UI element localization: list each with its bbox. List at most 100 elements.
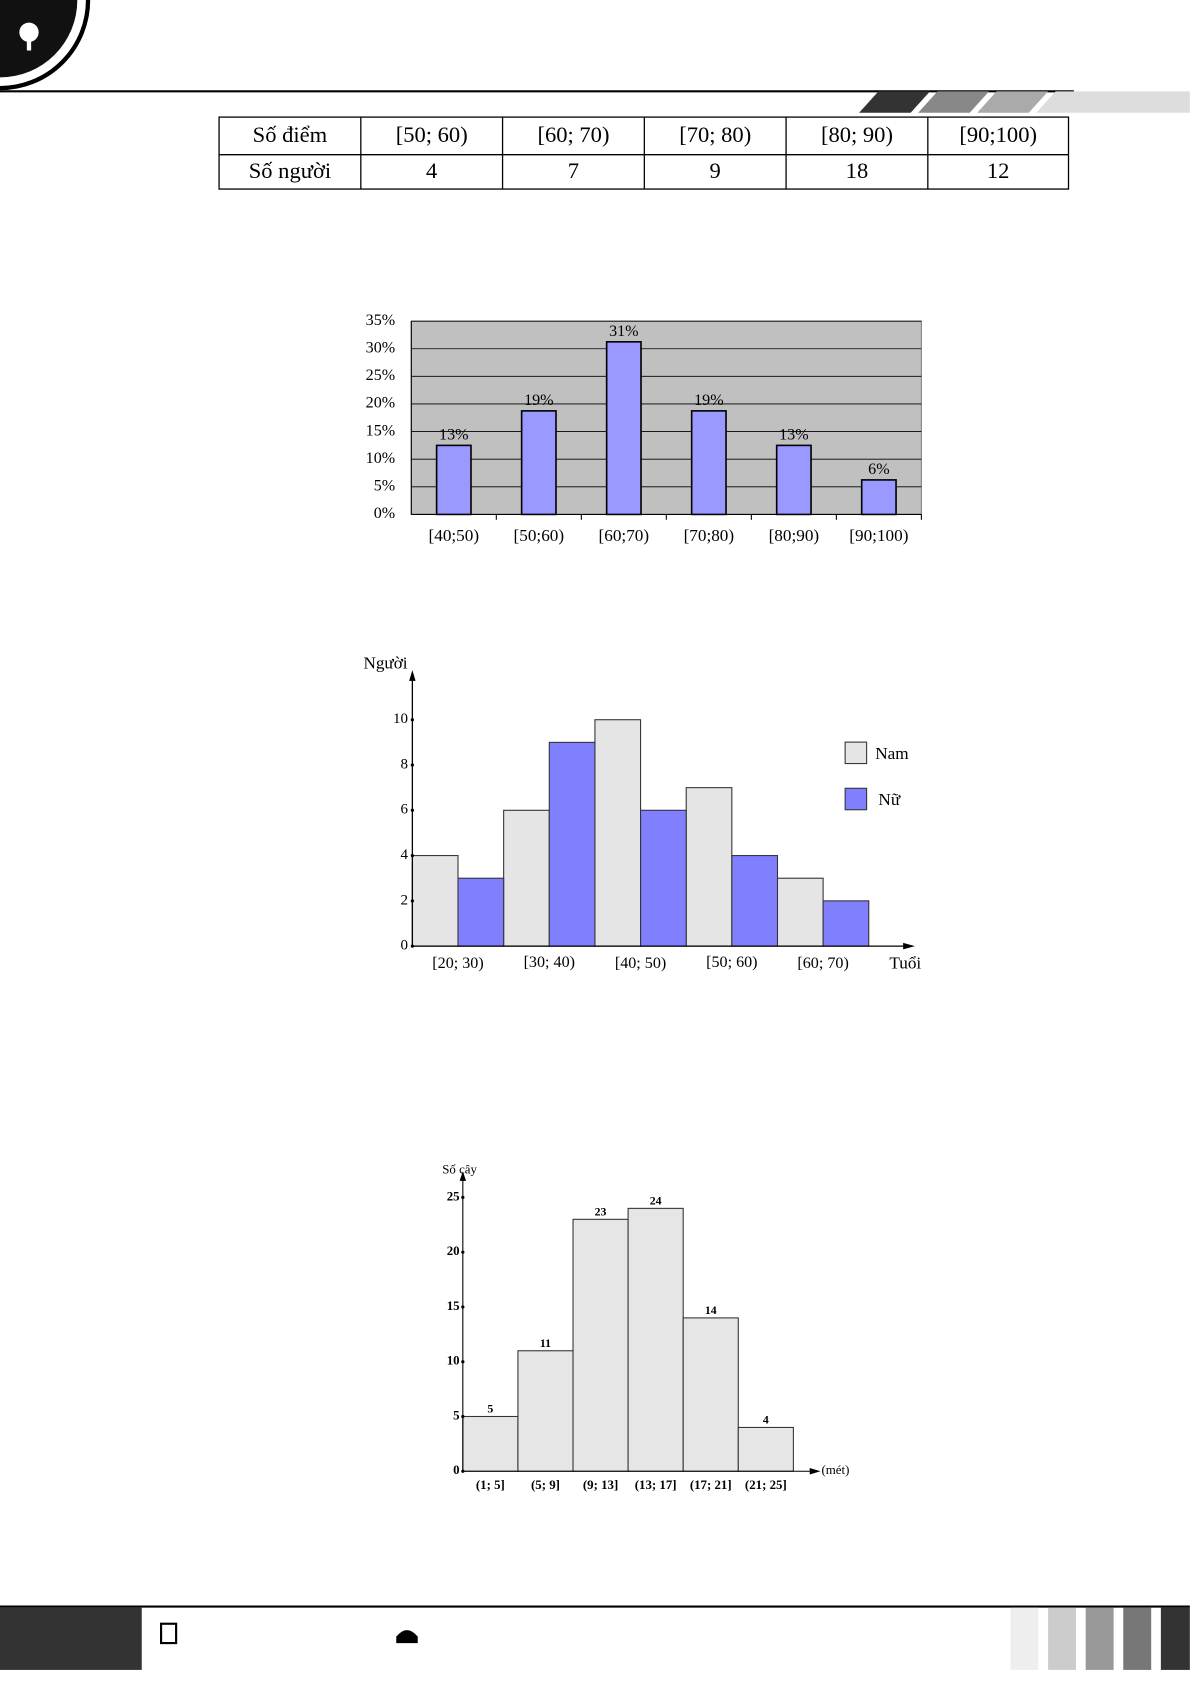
bar: [520, 410, 557, 516]
table-cell: [80; 90): [821, 122, 893, 147]
y-tick: [410, 808, 414, 812]
y-tick: [410, 853, 414, 858]
bar: [503, 809, 550, 947]
header-stripe: [977, 91, 1049, 113]
y-arrow: [409, 670, 416, 681]
bar: [457, 877, 505, 947]
bar: [775, 444, 812, 516]
y-tick-label: 0%: [374, 505, 395, 522]
x-tick-label: [40; 50): [615, 955, 666, 972]
bar: [627, 1207, 684, 1472]
y-tick-label: 0: [453, 1463, 459, 1477]
table-cell: 7: [568, 158, 579, 183]
header-stripe: [918, 91, 990, 113]
value-label: 5: [487, 1402, 493, 1416]
y-tick: [461, 1414, 465, 1419]
legend-label: Nam: [875, 744, 909, 763]
bar: [462, 1415, 519, 1472]
y-tick: [410, 763, 414, 767]
x-axis-label: Tuổi: [889, 953, 921, 972]
bar: [640, 809, 687, 947]
bar: [860, 479, 897, 516]
x-tick-label: (5; 9]: [531, 1478, 560, 1492]
x-tick-label: [60; 70): [797, 955, 848, 972]
bar: [690, 410, 727, 516]
bar: [435, 444, 472, 516]
y-tick: [410, 718, 414, 722]
legend-swatch: [844, 787, 868, 811]
y-axis-label: Số cây: [442, 1163, 477, 1177]
y-tick-label: 10: [393, 711, 408, 727]
value-label: 31%: [609, 323, 639, 340]
logo-tree: [19, 22, 39, 42]
value-label: 13%: [439, 426, 469, 443]
header-stripe: [859, 91, 930, 113]
x-tick-label: (13; 17]: [635, 1478, 677, 1492]
footer-block: [0, 1607, 142, 1670]
value-label: 13%: [779, 426, 809, 443]
bar: [594, 719, 642, 947]
footer-bar: [1010, 1607, 1039, 1670]
value-label: 14: [705, 1303, 717, 1317]
doc-icon: [160, 1622, 178, 1645]
table-cell: 4: [426, 158, 437, 183]
table-cell: 12: [987, 158, 1010, 183]
bar: [682, 1317, 739, 1472]
x-tick-label: (21; 25]: [745, 1478, 787, 1492]
y-tick: [461, 1305, 465, 1309]
value-label: 6%: [868, 461, 889, 478]
x-tick-label: [80;90): [769, 526, 820, 545]
x-tick-label: (17; 21]: [690, 1478, 732, 1492]
y-tick-label: 25: [447, 1189, 460, 1203]
bar: [685, 787, 733, 947]
y-tick: [461, 1195, 465, 1200]
x-tick-label: (1; 5]: [476, 1478, 505, 1492]
y-tick-label: 8: [401, 756, 409, 772]
x-arrow: [809, 1468, 821, 1475]
value-label: 19%: [524, 392, 554, 409]
y-tick-label: 2: [401, 892, 409, 908]
y-tick: [410, 899, 414, 903]
bar: [572, 1218, 629, 1472]
value-label: 19%: [694, 392, 724, 409]
x-tick-label: [50;60): [514, 526, 565, 545]
plot-area: [410, 320, 922, 515]
footer-bar: [1160, 1607, 1190, 1670]
logo: [0, 0, 78, 78]
y-tick-label: 15%: [366, 422, 396, 439]
table-cell: Số người: [249, 158, 331, 183]
x-tick-label: [20; 30): [432, 955, 483, 972]
value-label: 11: [540, 1336, 551, 1350]
y-arrow: [459, 1171, 467, 1181]
table-cell: 18: [846, 158, 869, 183]
header-stripe: [1036, 91, 1190, 113]
y-tick-label: 30%: [366, 339, 396, 356]
x-tick-label: (9; 13]: [583, 1478, 618, 1492]
bar: [737, 1426, 794, 1472]
value-label: 4: [763, 1413, 769, 1427]
footer-bar: [1123, 1607, 1152, 1670]
footer-bar: [1085, 1607, 1114, 1670]
x-tick-label: [90;100): [849, 526, 908, 545]
x-axis-label: (mét): [822, 1463, 850, 1477]
y-tick: [461, 1469, 465, 1473]
y-tick-label: 0: [401, 938, 409, 954]
x-arrow: [903, 942, 915, 950]
y-tick-label: 20%: [366, 395, 396, 412]
bar: [517, 1350, 574, 1472]
bar: [605, 341, 642, 516]
x-tick-label: [70;80): [684, 526, 735, 545]
y-tick-label: 10: [447, 1354, 460, 1368]
y-tick-label: 15: [447, 1299, 460, 1313]
x-tick-label: [60;70): [599, 526, 650, 545]
bar: [776, 877, 824, 947]
logo-trunk: [26, 37, 32, 51]
table-cell: Số điểm: [253, 122, 328, 147]
y-axis-label: Người: [363, 654, 407, 673]
legend-swatch: [844, 741, 868, 765]
table-cell: [70; 80): [679, 122, 751, 147]
table-cell: [90;100): [959, 122, 1037, 147]
y-tick-label: 5: [453, 1408, 459, 1422]
